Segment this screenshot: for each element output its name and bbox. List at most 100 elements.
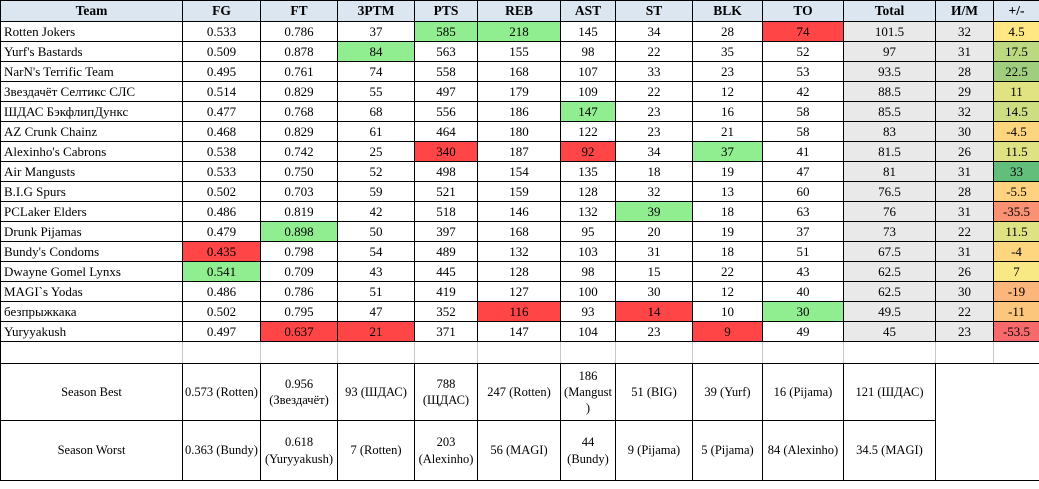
cell-fg[interactable]: 0.538 [182,141,261,162]
cell-team[interactable]: NarN's Terrific Team [0,61,183,82]
cell-st[interactable]: 23 [615,101,693,122]
cell-blk[interactable]: 10 [692,301,763,322]
cell-to[interactable]: 47 [762,161,844,182]
cell-to[interactable]: 41 [762,141,844,162]
cell-3ptm[interactable]: 68 [337,101,415,122]
cell-total[interactable]: 88.5 [843,81,936,102]
cell-to[interactable]: 37 [762,221,844,242]
cell-pts[interactable]: 489 [414,241,478,262]
best-cell-blk[interactable]: 39 (Yurf) [692,363,763,421]
cell-ft[interactable]: 0.761 [260,61,338,82]
cell-blk[interactable]: 13 [692,181,763,202]
col-header-reb[interactable]: REB [477,0,561,22]
cell-st[interactable]: 22 [615,81,693,102]
cell-3ptm[interactable]: 21 [337,321,415,342]
cell-ft[interactable]: 0.795 [260,301,338,322]
cell-to[interactable]: 43 [762,261,844,282]
cell-fg[interactable]: 0.509 [182,41,261,62]
best-cell-reb[interactable]: 247 (Rotten) [477,363,561,421]
cell-ft[interactable]: 0.768 [260,101,338,122]
cell-total[interactable]: 101.5 [843,21,936,42]
worst-cell-st[interactable]: 9 (Pijama) [615,420,693,481]
cell-team[interactable]: Bundy's Condoms [0,241,183,262]
cell-total[interactable]: 93.5 [843,61,936,82]
cell-reb[interactable]: 159 [477,181,561,202]
col-header-to[interactable]: TO [762,0,844,22]
cell-pm[interactable]: -53.5 [993,321,1039,342]
cell-pts[interactable]: 558 [414,61,478,82]
cell-fg[interactable]: 0.468 [182,121,261,142]
cell-reb[interactable]: 155 [477,41,561,62]
cell-to[interactable]: 40 [762,281,844,302]
cell-blk[interactable]: 28 [692,21,763,42]
cell-ast[interactable]: 104 [560,321,616,342]
cell-reb[interactable]: 116 [477,301,561,322]
cell-ast[interactable]: 122 [560,121,616,142]
cell-total[interactable]: 81.5 [843,141,936,162]
cell-st[interactable]: 39 [615,201,693,222]
cell-team[interactable]: ШДАС БэкфлипДункс [0,101,183,122]
cell-im[interactable]: 31 [935,161,994,182]
cell-st[interactable]: 32 [615,181,693,202]
col-header-blk[interactable]: BLK [692,0,763,22]
cell-pm[interactable]: 11.5 [993,141,1039,162]
col-header-fg[interactable]: FG [182,0,261,22]
cell-st[interactable]: 23 [615,121,693,142]
cell-3ptm[interactable]: 43 [337,261,415,282]
cell-pts[interactable]: 445 [414,261,478,282]
cell-3ptm[interactable]: 74 [337,61,415,82]
cell-im[interactable]: 31 [935,201,994,222]
cell-to[interactable]: 58 [762,121,844,142]
cell-3ptm[interactable]: 37 [337,21,415,42]
cell-ast[interactable]: 107 [560,61,616,82]
col-header-ast[interactable]: AST [560,0,616,22]
cell-pts[interactable]: 498 [414,161,478,182]
cell-team[interactable]: MAGI`s Yodas [0,281,183,302]
col-header-3ptm[interactable]: 3PTM [337,0,415,22]
best-cell-ft[interactable]: 0.956 (Звездачёт) [260,363,338,421]
worst-cell-to[interactable]: 84 (Alexinho) [762,420,844,481]
cell-pm[interactable]: 11 [993,81,1039,102]
cell-ast[interactable]: 98 [560,261,616,282]
cell-reb[interactable]: 147 [477,321,561,342]
cell-ft[interactable]: 0.786 [260,21,338,42]
cell-pm[interactable]: -19 [993,281,1039,302]
cell-ast[interactable]: 128 [560,181,616,202]
cell-to[interactable]: 42 [762,81,844,102]
cell-3ptm[interactable]: 55 [337,81,415,102]
cell-to[interactable]: 49 [762,321,844,342]
cell-fg[interactable]: 0.533 [182,161,261,182]
cell-blk[interactable]: 18 [692,241,763,262]
cell-im[interactable]: 31 [935,241,994,262]
cell-im[interactable]: 23 [935,321,994,342]
cell-team[interactable]: B.I.G Spurs [0,181,183,202]
col-header-team[interactable]: Team [0,0,183,22]
cell-ft[interactable]: 0.750 [260,161,338,182]
cell-3ptm[interactable]: 54 [337,241,415,262]
cell-ast[interactable]: 103 [560,241,616,262]
cell-ast[interactable]: 98 [560,41,616,62]
worst-cell-ast[interactable]: 44 (Bundy) [560,420,616,481]
worst-cell-fg[interactable]: 0.363 (Bundy) [182,420,261,481]
cell-total[interactable]: 49.5 [843,301,936,322]
cell-reb[interactable]: 127 [477,281,561,302]
cell-3ptm[interactable]: 84 [337,41,415,62]
cell-st[interactable]: 20 [615,221,693,242]
cell-reb[interactable]: 146 [477,201,561,222]
best-cell-fg[interactable]: 0.573 (Rotten) [182,363,261,421]
cell-team[interactable]: AZ Crunk Chainz [0,121,183,142]
cell-3ptm[interactable]: 51 [337,281,415,302]
worst-cell-pts[interactable]: 203 (Alexinho) [414,420,478,481]
cell-pm[interactable]: 7 [993,261,1039,282]
worst-cell-reb[interactable]: 56 (MAGI) [477,420,561,481]
cell-pm[interactable]: 22.5 [993,61,1039,82]
cell-ft[interactable]: 0.878 [260,41,338,62]
cell-pts[interactable]: 556 [414,101,478,122]
cell-st[interactable]: 34 [615,141,693,162]
cell-st[interactable]: 14 [615,301,693,322]
cell-ast[interactable]: 109 [560,81,616,102]
cell-pts[interactable]: 371 [414,321,478,342]
worst-cell-blk[interactable]: 5 (Pijama) [692,420,763,481]
cell-pm[interactable]: -4.5 [993,121,1039,142]
cell-ft[interactable]: 0.798 [260,241,338,262]
